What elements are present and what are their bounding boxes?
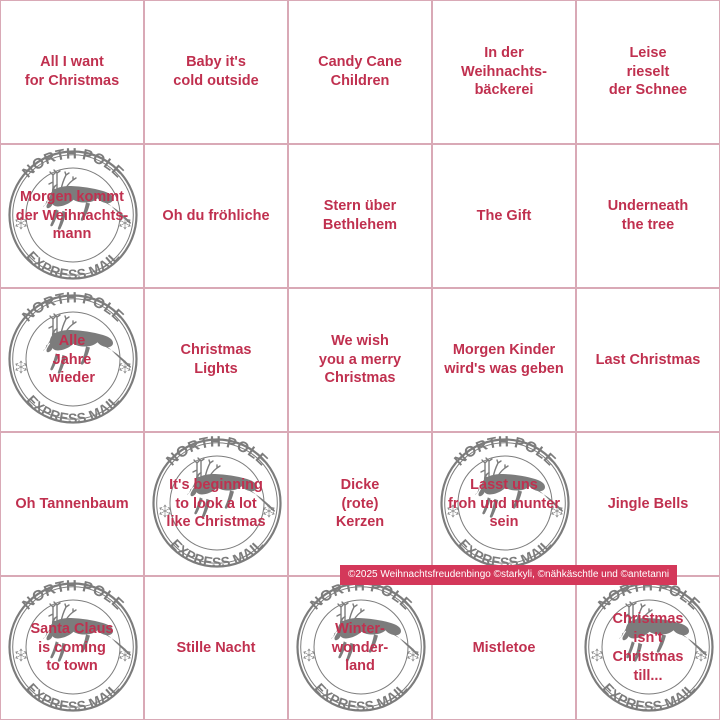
svg-text:NORTH POLE: NORTH POLE	[19, 289, 127, 325]
svg-text:NORTH POLE: NORTH POLE	[19, 577, 127, 613]
svg-text:EXPRESS MAIL: EXPRESS MAIL	[24, 248, 123, 282]
svg-text:EXPRESS MAIL: EXPRESS MAIL	[168, 536, 267, 570]
svg-text:EXPRESS MAIL: EXPRESS MAIL	[24, 392, 123, 426]
svg-text:NORTH POLE: NORTH POLE	[163, 433, 271, 469]
svg-text:NORTH POLE: NORTH POLE	[451, 433, 559, 469]
svg-text:NORTH POLE: NORTH POLE	[19, 145, 127, 181]
svg-text:EXPRESS MAIL: EXPRESS MAIL	[24, 680, 123, 714]
svg-text:EXPRESS MAIL: EXPRESS MAIL	[312, 680, 411, 714]
